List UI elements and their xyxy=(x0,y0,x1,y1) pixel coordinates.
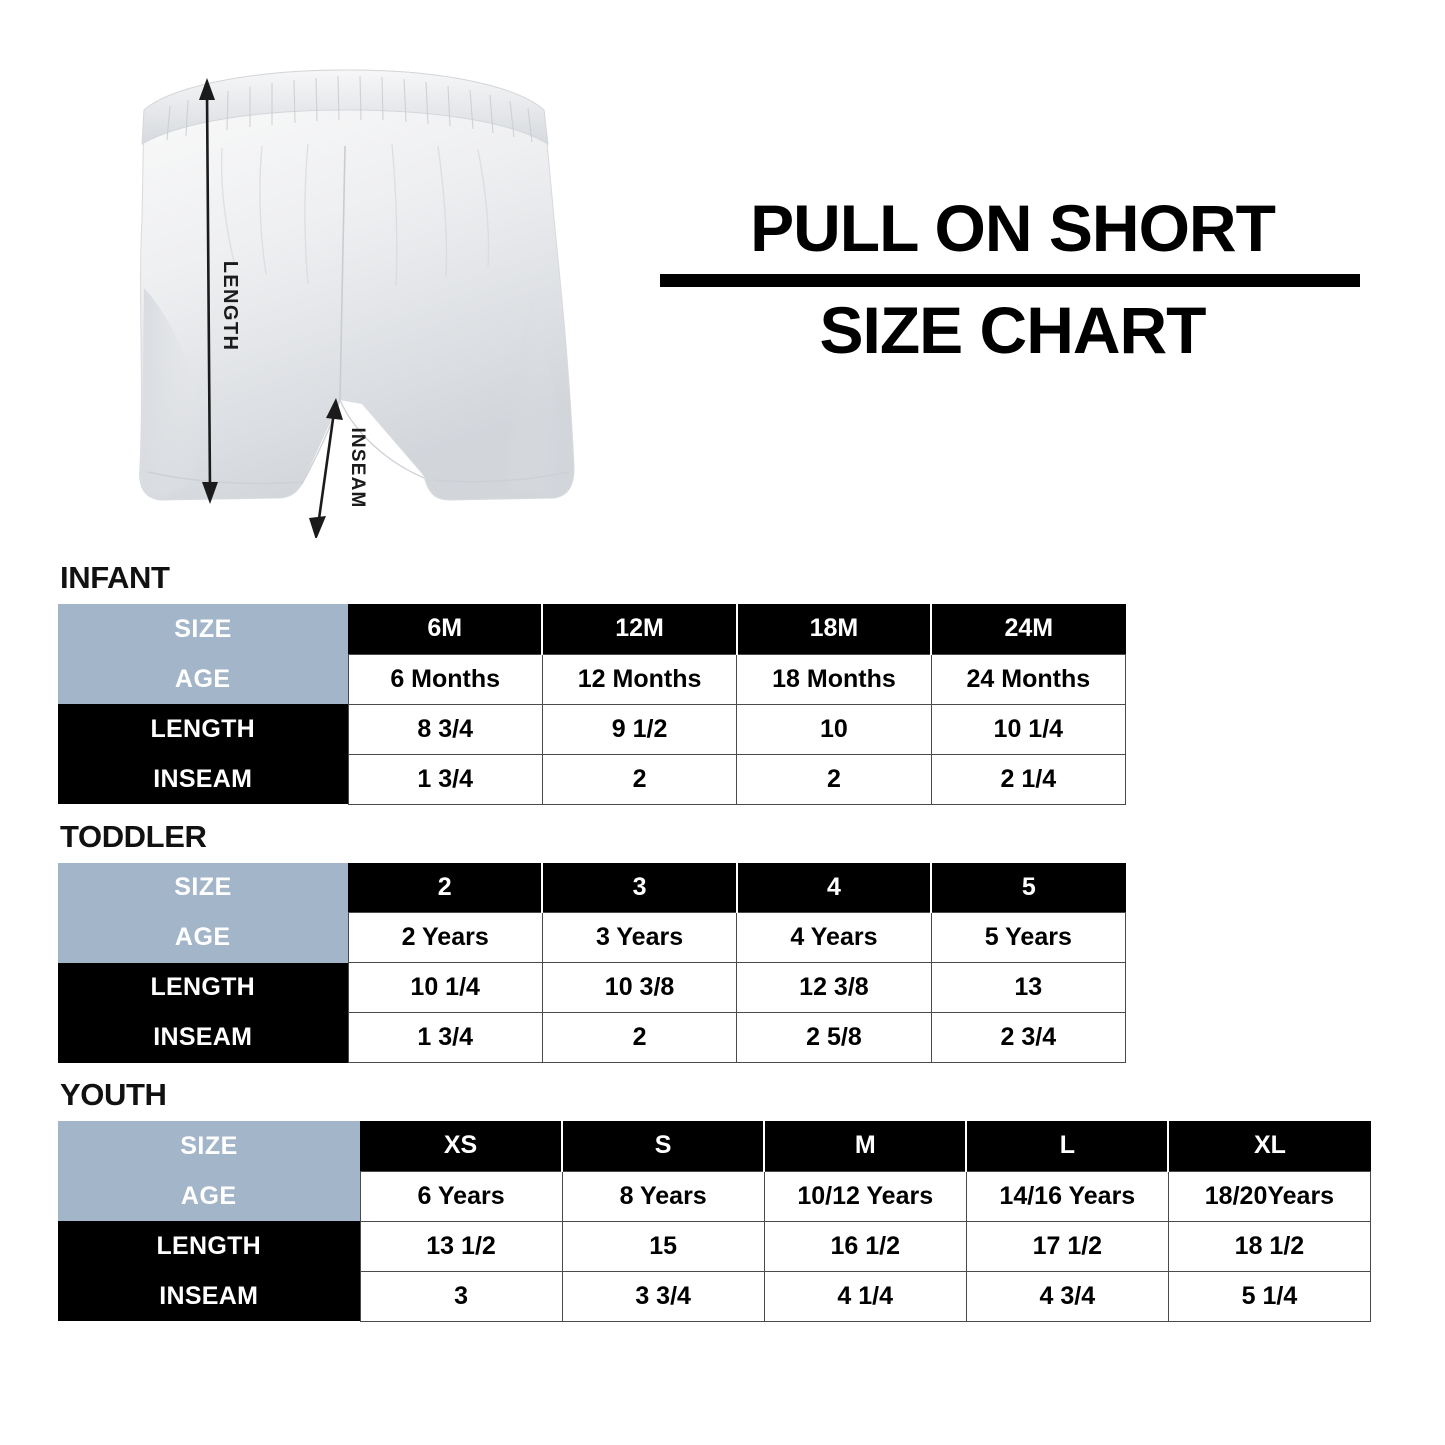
table-row-age: AGE 6 Years 8 Years 10/12 Years 14/16 Years 1… xyxy=(58,1170,1372,1222)
cell-age-2: 10/12 Years xyxy=(763,1170,967,1222)
cell-age-1: 8 Years xyxy=(561,1170,765,1222)
cell-size-3: L xyxy=(965,1121,1169,1171)
cell-length-1: 9 1/2 xyxy=(541,703,738,755)
cell-age-0: 6 Years xyxy=(359,1170,563,1222)
cell-length-0: 10 1/4 xyxy=(347,962,543,1013)
row-label-age: AGE xyxy=(58,654,348,704)
cell-age-2: 4 Years xyxy=(736,912,932,963)
cell-age-4: 18/20Years xyxy=(1167,1170,1372,1222)
size-table-toddler: SIZE 2 3 4 5 AGE 2 Years 3 Years 4 Years 5 Years L… xyxy=(58,862,1127,1063)
table-row-size: SIZE 2 3 4 5 xyxy=(58,862,1126,913)
row-label-age: AGE xyxy=(58,912,348,963)
cell-inseam-1: 2 xyxy=(541,753,738,805)
page-title-line-1: PULL ON SHORT xyxy=(750,191,1276,265)
cell-inseam-0: 3 xyxy=(359,1270,563,1322)
cell-inseam-3: 2 1/4 xyxy=(930,753,1127,805)
row-label-size: SIZE xyxy=(58,1121,360,1171)
inseam-measurement-arrow xyxy=(309,398,343,538)
inseam-arrow-label: INSEAM xyxy=(347,427,368,508)
table-row-inseam: INSEAM 1 3/4 2 2 2 1/4 xyxy=(58,753,1127,805)
row-label-size: SIZE xyxy=(58,862,348,913)
row-label-size: SIZE xyxy=(58,604,348,654)
row-label-length: LENGTH xyxy=(58,1221,360,1271)
cell-size-1: S xyxy=(561,1121,765,1171)
table-row-inseam: INSEAM 3 3 3/4 4 1/4 4 3/4 5 1/4 xyxy=(58,1270,1372,1322)
cell-length-0: 13 1/2 xyxy=(359,1220,563,1272)
cell-size-3: 24M xyxy=(930,604,1126,654)
table-row-inseam: INSEAM 1 3/4 2 2 5/8 2 3/4 xyxy=(58,1012,1127,1063)
cell-inseam-1: 3 3/4 xyxy=(561,1270,765,1322)
cell-age-1: 3 Years xyxy=(541,912,738,963)
shorts-illustration: LENGTH INSEAM xyxy=(139,69,575,538)
cell-age-3: 24 Months xyxy=(930,653,1127,705)
product-image-pull-on-short: LENGTH INSEAM xyxy=(62,48,622,538)
cell-length-3: 10 1/4 xyxy=(930,703,1127,755)
cell-length-2: 16 1/2 xyxy=(763,1220,967,1272)
cell-length-1: 15 xyxy=(561,1220,765,1272)
row-label-inseam: INSEAM xyxy=(58,754,348,804)
cell-size-0: XS xyxy=(360,1121,563,1171)
row-label-length: LENGTH xyxy=(58,704,348,754)
table-row-length: LENGTH 8 3/4 9 1/2 10 10 1/4 xyxy=(58,703,1127,755)
row-label-length: LENGTH xyxy=(58,962,348,1013)
size-table-infant: SIZE 6M 12M 18M 24M AGE 6 Months 12 Months 18 Mo… xyxy=(58,604,1127,805)
section-heading-toddler: TODDLER xyxy=(60,818,207,854)
header-section: LENGTH INSEAM PULL ON SHORT SIZE CHART xyxy=(0,0,1445,560)
table-row-length: LENGTH 13 1/2 15 16 1/2 17 1/2 18 1/2 xyxy=(58,1220,1372,1272)
cell-age-0: 6 Months xyxy=(347,653,543,705)
length-arrow-label: LENGTH xyxy=(219,261,241,352)
cell-length-3: 13 xyxy=(930,962,1127,1013)
cell-size-3: 5 xyxy=(930,862,1126,913)
title-block: PULL ON SHORT SIZE CHART xyxy=(660,191,1365,368)
cell-size-0: 6M xyxy=(348,604,543,654)
cell-inseam-1: 2 xyxy=(541,1012,738,1063)
cell-size-4: XL xyxy=(1167,1121,1371,1171)
title-divider xyxy=(660,274,1360,288)
size-tables-area: INFANT SIZE 6M 12M 18M 24M AGE 6 Months 12 Month… xyxy=(0,560,1445,1336)
cell-size-1: 3 xyxy=(541,862,737,913)
size-section-toddler: TODDLER SIZE 2 3 4 5 AGE 2 Years 3 Years 4 Years 5… xyxy=(0,818,1445,1063)
table-row-age: AGE 6 Months 12 Months 18 Months 24 Months xyxy=(58,653,1127,705)
cell-length-1: 10 3/8 xyxy=(541,962,738,1013)
table-row-age: AGE 2 Years 3 Years 4 Years 5 Years xyxy=(58,912,1127,963)
cell-inseam-0: 1 3/4 xyxy=(347,753,543,805)
cell-age-0: 2 Years xyxy=(347,912,543,963)
cell-size-2: 18M xyxy=(735,604,932,654)
cell-inseam-2: 2 5/8 xyxy=(736,1012,932,1063)
row-label-inseam: INSEAM xyxy=(58,1271,360,1321)
cell-inseam-2: 2 xyxy=(736,753,932,805)
table-row-length: LENGTH 10 1/4 10 3/8 12 3/8 13 xyxy=(58,962,1127,1013)
cell-inseam-3: 4 3/4 xyxy=(965,1270,1169,1322)
cell-age-2: 18 Months xyxy=(736,653,932,705)
cell-inseam-4: 5 1/4 xyxy=(1167,1270,1372,1322)
cell-age-3: 14/16 Years xyxy=(965,1170,1169,1222)
page-title-line-2: SIZE CHART xyxy=(819,293,1207,368)
cell-length-2: 12 3/8 xyxy=(736,962,932,1013)
cell-size-2: M xyxy=(763,1121,967,1171)
size-section-youth: YOUTH SIZE XS S M L XL AGE 6 Years 8 Years 10/12 Y… xyxy=(0,1077,1445,1322)
size-section-infant: INFANT SIZE 6M 12M 18M 24M AGE 6 Months 12 Month… xyxy=(0,560,1445,805)
cell-length-4: 18 1/2 xyxy=(1167,1220,1372,1272)
cell-inseam-0: 1 3/4 xyxy=(347,1012,543,1063)
cell-age-1: 12 Months xyxy=(541,653,738,705)
cell-length-0: 8 3/4 xyxy=(347,703,543,755)
size-table-youth: SIZE XS S M L XL AGE 6 Years 8 Years 10/12 Years 1… xyxy=(58,1121,1372,1322)
length-measurement-arrow xyxy=(199,78,218,504)
cell-length-3: 17 1/2 xyxy=(965,1220,1169,1272)
row-label-age: AGE xyxy=(58,1171,360,1221)
cell-inseam-3: 2 3/4 xyxy=(930,1012,1127,1063)
cell-inseam-2: 4 1/4 xyxy=(763,1270,967,1322)
shorts-body xyxy=(139,69,575,501)
cell-size-1: 12M xyxy=(541,604,737,654)
cell-age-3: 5 Years xyxy=(930,912,1127,963)
cell-length-2: 10 xyxy=(736,703,932,755)
table-row-size: SIZE XS S M L XL xyxy=(58,1121,1371,1171)
cell-size-0: 2 xyxy=(348,862,543,913)
table-row-size: SIZE 6M 12M 18M 24M xyxy=(58,604,1126,654)
section-heading-infant: INFANT xyxy=(60,560,170,595)
cell-size-2: 4 xyxy=(735,862,932,913)
row-label-inseam: INSEAM xyxy=(58,1012,348,1063)
section-heading-youth: YOUTH xyxy=(60,1077,167,1112)
